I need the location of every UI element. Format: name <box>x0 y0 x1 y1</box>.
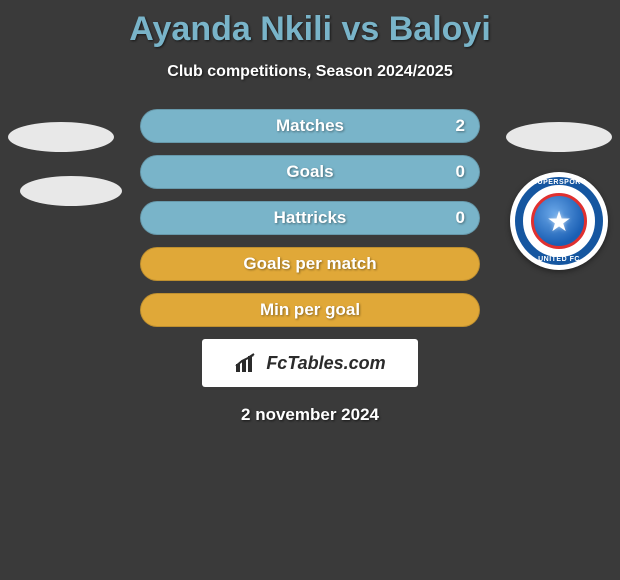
player-left-placeholder-1 <box>8 122 114 152</box>
stat-label-matches: Matches <box>276 116 344 136</box>
stat-label-hattricks: Hattricks <box>274 208 347 228</box>
club-badge-text-bottom: UNITED FC <box>523 256 595 263</box>
stats-container: Matches 2 Goals 0 Hattricks 0 Goals per … <box>140 109 480 327</box>
brand-inline: FcTables.com <box>234 352 385 374</box>
club-badge-text-top: SUPERSPORT <box>523 179 595 186</box>
club-badge-ring: SUPERSPORT ★ UNITED FC <box>515 177 603 265</box>
stat-row-min-per-goal: Min per goal <box>140 293 480 327</box>
page-subtitle: Club competitions, Season 2024/2025 <box>0 63 620 81</box>
stat-label-goals: Goals <box>286 162 333 182</box>
page-title: Ayanda Nkili vs Baloyi <box>0 0 620 49</box>
stat-row-goals: Goals 0 <box>140 155 480 189</box>
stat-value-hattricks: 0 <box>456 208 465 228</box>
stat-row-goals-per-match: Goals per match <box>140 247 480 281</box>
club-badge-inner: ★ <box>531 193 587 249</box>
stat-row-hattricks: Hattricks 0 <box>140 201 480 235</box>
player-right-placeholder-1 <box>506 122 612 152</box>
stat-value-goals: 0 <box>456 162 465 182</box>
date-line: 2 november 2024 <box>0 405 620 425</box>
star-icon: ★ <box>546 205 571 238</box>
brand-box: FcTables.com <box>202 339 418 387</box>
stat-label-min-per-goal: Min per goal <box>260 300 360 320</box>
stat-label-goals-per-match: Goals per match <box>243 254 376 274</box>
stat-value-matches: 2 <box>456 116 465 136</box>
brand-text: FcTables.com <box>266 353 385 374</box>
brand-chart-icon <box>234 352 262 374</box>
stat-row-matches: Matches 2 <box>140 109 480 143</box>
club-badge-supersport-united: SUPERSPORT ★ UNITED FC <box>510 172 608 270</box>
player-left-placeholder-2 <box>20 176 122 206</box>
